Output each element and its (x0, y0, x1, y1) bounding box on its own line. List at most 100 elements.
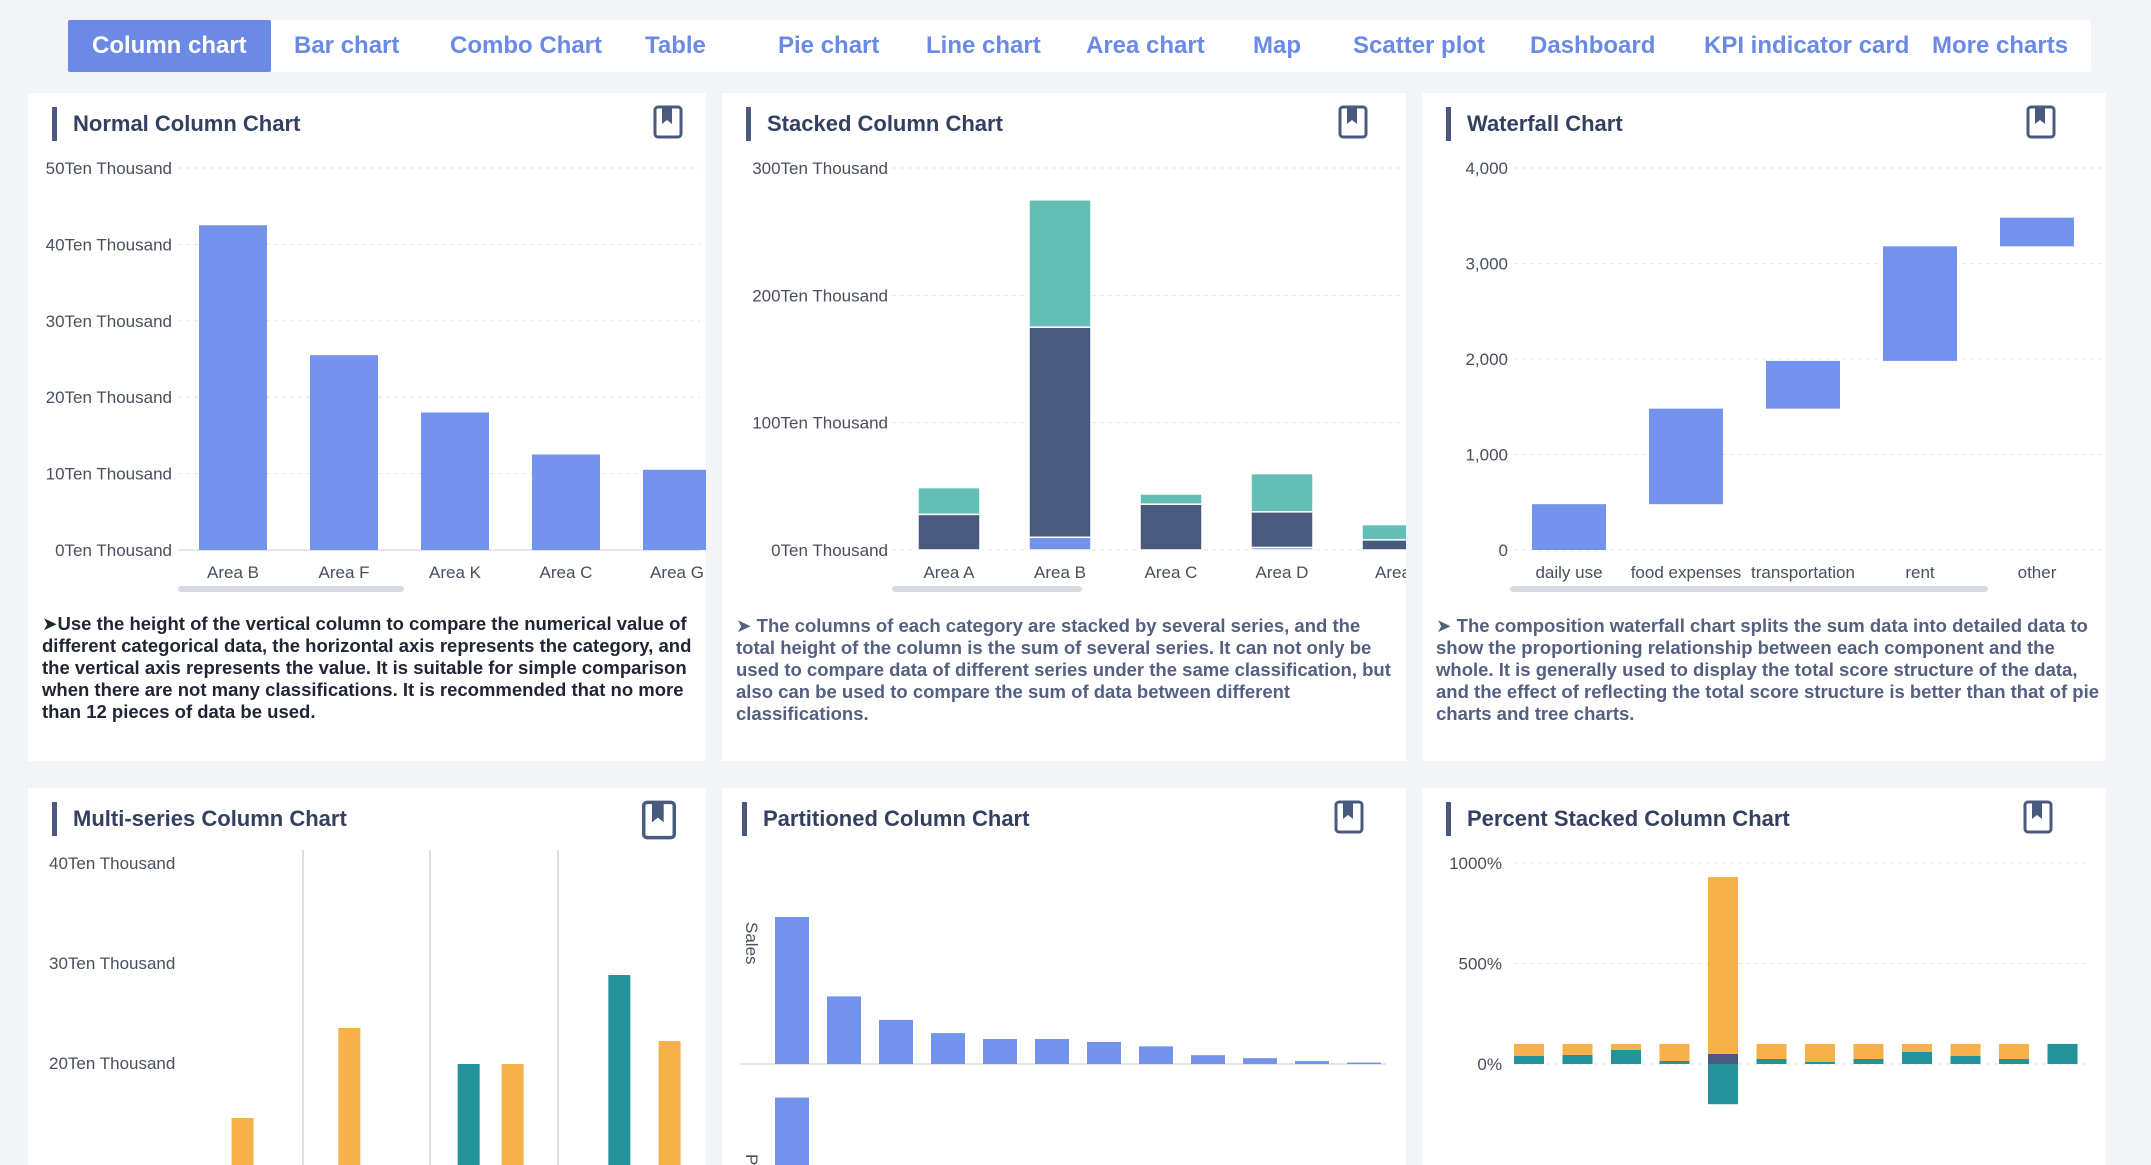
card-title: Stacked Column Chart (746, 107, 1003, 141)
y-axis-label: P (742, 1154, 761, 1165)
tab-bar-chart[interactable]: Bar chart (294, 32, 400, 59)
bookmark-icon[interactable] (1334, 800, 1364, 834)
bar (1087, 1041, 1121, 1064)
tab-more-charts[interactable]: More charts (1932, 32, 2069, 59)
x-tick-label: daily use (1535, 563, 1602, 582)
stacked-bar-segment (1250, 511, 1314, 549)
x-tick-label: Area (1375, 563, 1406, 582)
bar (231, 1118, 254, 1165)
bar (199, 225, 267, 551)
stacked-bar-segment (1028, 199, 1092, 328)
stacked-bar-segment (1139, 503, 1203, 551)
bookmark-icon[interactable] (653, 105, 683, 139)
y-tick-label: 30Ten Thousand (46, 312, 172, 331)
stacked-bar-segment (1805, 1043, 1835, 1062)
y-tick-label: 100Ten Thousand (752, 414, 888, 433)
bookmark-icon[interactable] (2023, 800, 2053, 834)
y-tick-label: 20Ten Thousand (46, 388, 172, 407)
y-tick-label: 500% (1459, 955, 1502, 974)
stacked-column-chart: 0Ten Thousand 100Ten Thousand 200Ten Thous… (752, 159, 1406, 592)
bar (931, 1033, 965, 1064)
x-tick-label: Area C (1145, 563, 1198, 582)
stacked-bar-segment (1708, 1053, 1738, 1064)
x-tick-label: Area B (1034, 563, 1086, 582)
y-tick-label: 10Ten Thousand (46, 465, 172, 484)
tab-area-chart[interactable]: Area chart (1086, 32, 1205, 59)
stacked-bar-segment (1756, 1058, 1787, 1064)
stacked-bar-segment (1902, 1043, 1932, 1052)
waterfall-bar (1649, 408, 1723, 505)
y-tick-label: 0Ten Thousand (771, 541, 888, 560)
tab-combo-chart[interactable]: Combo Chart (450, 32, 602, 59)
card-title: Partitioned Column Chart (742, 802, 1029, 836)
y-tick-label: 3,000 (1465, 255, 1508, 274)
chart-description: ➤ The composition waterfall chart splits… (1436, 615, 2100, 724)
bar (501, 1064, 524, 1165)
stacked-bar-segment (1999, 1058, 2029, 1064)
bar (775, 917, 809, 1064)
y-tick-label: 300Ten Thousand (752, 159, 888, 178)
bar (1243, 1058, 1277, 1064)
card-title: Normal Column Chart (52, 107, 300, 141)
normal-column-chart: 0Ten Thousand 10Ten Thousand 20Ten Thousan… (46, 159, 706, 592)
partitioned-column-chart-card: Partitioned Column Chart Sales P (722, 788, 1406, 1165)
x-tick-label: Area B (207, 563, 259, 582)
x-tick-label: Area F (318, 563, 369, 582)
stacked-bar-segment (1708, 1064, 1738, 1105)
chart-description: ➤Use the height of the vertical column t… (42, 613, 692, 722)
x-tick-label: food expenses (1631, 563, 1742, 582)
y-axis-label: Sales (742, 922, 761, 965)
stacked-bar-segment (1853, 1058, 1884, 1064)
stacked-bar-segment (1028, 536, 1092, 551)
card-title: Multi-series Column Chart (52, 802, 347, 836)
bar (457, 1064, 480, 1165)
tab-pie-chart[interactable]: Pie chart (778, 32, 880, 59)
bar (658, 1041, 681, 1165)
y-tick-label: 1000% (1449, 854, 1502, 873)
percent-stacked-column-chart-card: Percent Stacked Column Chart 0% 500% 1000% (1422, 788, 2106, 1165)
x-tick-label: other (2018, 563, 2057, 582)
waterfall-chart: 0 1,000 2,000 3,000 4,000 daily use food expen… (1465, 159, 2106, 592)
bar (983, 1039, 1017, 1064)
stacked-bar-segment (1361, 523, 1406, 541)
bar (338, 1028, 361, 1165)
bookmark-icon[interactable] (641, 800, 677, 840)
y-tick-label: 30Ten Thousand (49, 954, 175, 973)
stacked-bar-segment (1514, 1043, 1544, 1056)
tab-column-chart[interactable]: Column chart (68, 20, 271, 72)
partitioned-column-chart: Sales P (740, 917, 1386, 1165)
tab-kpi-indicator-card[interactable]: KPI indicator card (1704, 32, 1910, 59)
x-tick-label: Area A (923, 563, 975, 582)
card-title: Percent Stacked Column Chart (1446, 802, 1790, 836)
stacked-bar-segment (1562, 1043, 1593, 1055)
waterfall-bar (2000, 217, 2074, 247)
tab-scatter-plot[interactable]: Scatter plot (1353, 32, 1486, 59)
bar (643, 469, 706, 550)
stacked-bar-segment (1659, 1043, 1690, 1061)
bar (879, 1019, 913, 1064)
bookmark-icon[interactable] (1338, 105, 1368, 139)
tab-dashboard[interactable]: Dashboard (1530, 32, 1656, 59)
bar (827, 996, 861, 1064)
multi-series-column-chart: 20Ten Thousand 30Ten Thousand 40Ten Thousa… (49, 850, 681, 1165)
tab-line-chart[interactable]: Line chart (926, 32, 1041, 59)
x-tick-label: rent (1905, 563, 1935, 582)
bookmark-icon[interactable] (2026, 105, 2056, 139)
stacked-bar-segment (1514, 1055, 1544, 1064)
stacked-bar-segment (1139, 493, 1203, 505)
y-tick-label: 0% (1477, 1055, 1502, 1074)
scrollbar (178, 586, 404, 592)
y-tick-label: 50Ten Thousand (46, 159, 172, 178)
tab-map[interactable]: Map (1253, 32, 1301, 59)
x-tick-label: Area K (429, 563, 482, 582)
y-tick-label: 0Ten Thousand (55, 541, 172, 560)
stacked-bar-segment (1902, 1051, 1932, 1064)
stacked-column-chart-card: Stacked Column Chart 0Ten Thousand 100Ten… (722, 93, 1406, 761)
bar (1347, 1062, 1381, 1064)
stacked-bar-segment (1853, 1043, 1884, 1059)
stacked-bar-segment (1805, 1061, 1835, 1064)
x-tick-label: Area D (1256, 563, 1309, 582)
y-tick-label: 0 (1499, 541, 1508, 560)
tab-table[interactable]: Table (645, 32, 706, 59)
x-tick-label: transportation (1751, 563, 1855, 582)
